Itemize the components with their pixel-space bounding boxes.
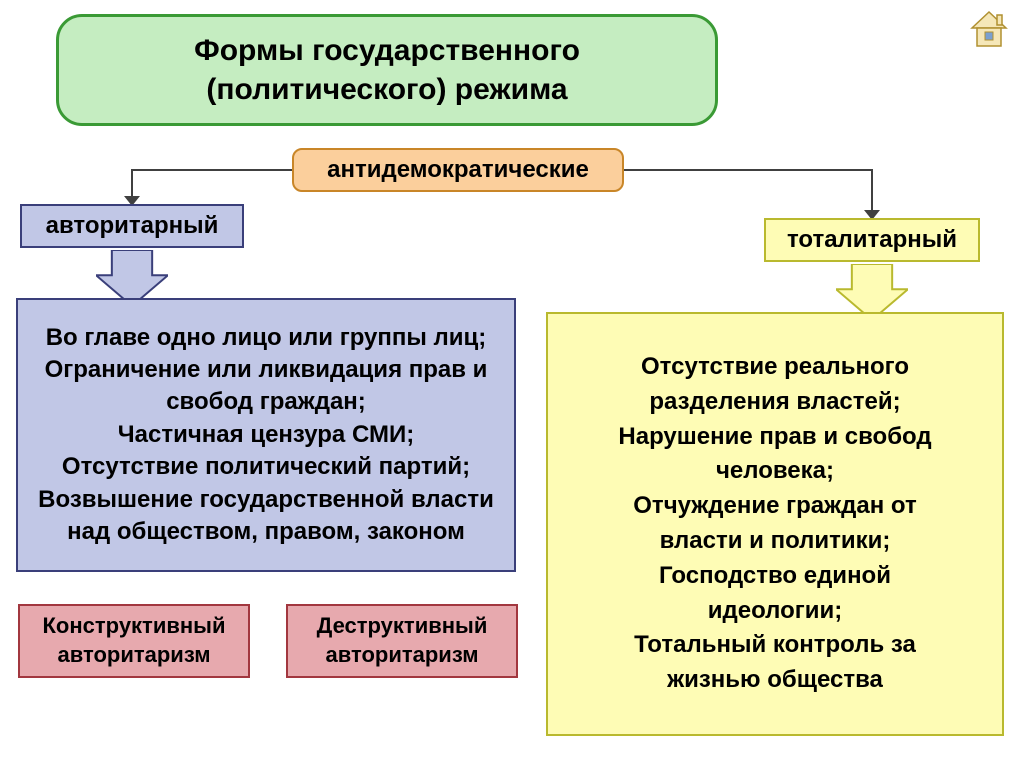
totalitarian-body-line: Отсутствие реального: [641, 350, 909, 385]
home-window: [985, 32, 993, 40]
destructive-line2: авторитаризм: [326, 641, 479, 670]
antidemocratic-label: антидемократические: [327, 156, 589, 184]
totalitarian-label-box: тоталитарный: [764, 218, 980, 262]
authoritarian-body-line: Отсутствие политический партий;: [62, 451, 470, 483]
title-line1: Формы государственного: [194, 31, 580, 70]
authoritarian-body-box: Во главе одно лицо или группы лиц;Ограни…: [16, 298, 516, 572]
totalitarian-label: тоталитарный: [787, 226, 957, 254]
authoritarian-label-box: авторитарный: [20, 204, 244, 248]
authoritarian-label: авторитарный: [46, 212, 219, 240]
constructive-box: Конструктивный авторитаризм: [18, 604, 250, 678]
home-icon: [968, 8, 1010, 50]
totalitarian-body-line: идеологии;: [708, 594, 842, 629]
authoritarian-body-line: Во главе одно лицо или группы лиц;: [46, 322, 487, 354]
authoritarian-body-line: свобод граждан;: [166, 386, 366, 418]
totalitarian-body-line: Господство единой: [659, 559, 891, 594]
totalitarian-body-line: Отчуждение граждан от: [633, 489, 916, 524]
totalitarian-body-line: Тотальный контроль за: [634, 628, 916, 663]
title-line2: (политического) режима: [206, 70, 567, 109]
totalitarian-body-line: человека;: [716, 454, 834, 489]
totalitarian-body-line: жизнью общества: [667, 663, 883, 698]
totalitarian-body-line: Нарушение прав и свобод: [618, 420, 931, 455]
totalitarian-body-line: разделения властей;: [649, 385, 900, 420]
title-box: Формы государственного (политического) р…: [56, 14, 718, 126]
constructive-line1: Конструктивный: [43, 612, 226, 641]
home-chimney: [997, 15, 1002, 25]
authoritarian-body-line: над обществом, правом, законом: [67, 516, 465, 548]
authoritarian-body-line: Возвышение государственной власти: [38, 484, 494, 516]
constructive-line2: авторитаризм: [58, 641, 211, 670]
authoritarian-body-line: Частичная цензура СМИ;: [118, 419, 414, 451]
destructive-line1: Деструктивный: [317, 612, 488, 641]
destructive-box: Деструктивный авторитаризм: [286, 604, 518, 678]
authoritarian-body-line: Ограничение или ликвидация прав и: [45, 354, 488, 386]
antidemocratic-box: антидемократические: [292, 148, 624, 192]
totalitarian-body-box: Отсутствие реальногоразделения властей;Н…: [546, 312, 1004, 736]
totalitarian-body-line: власти и политики;: [660, 524, 891, 559]
